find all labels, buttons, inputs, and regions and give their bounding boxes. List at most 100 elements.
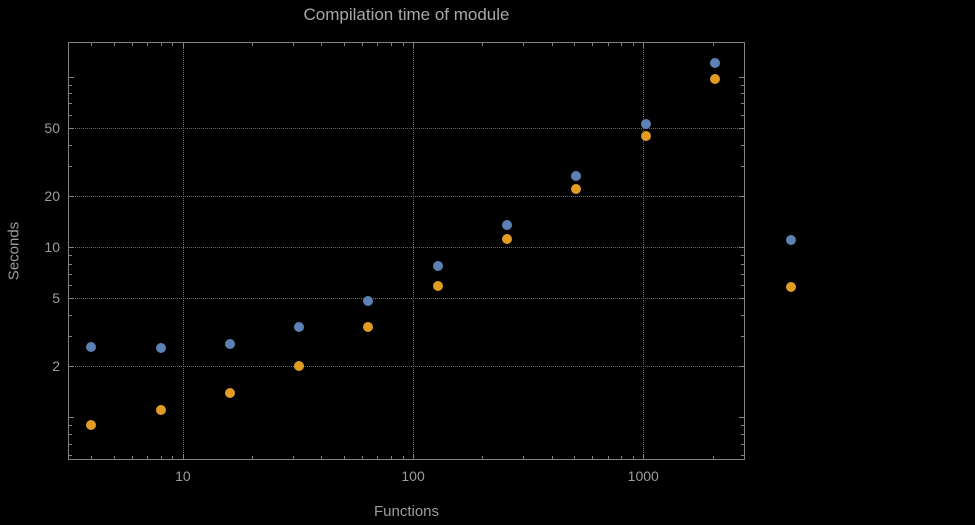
y-gridline [69, 247, 744, 249]
y-axis-tick [741, 93, 744, 95]
x-axis-tick [362, 43, 363, 46]
x-axis-tick [522, 43, 524, 46]
data-point-series-2 [709, 74, 720, 85]
data-point-series-1 [432, 260, 443, 271]
data-point-series-2 [571, 183, 582, 194]
y-axis-tick [741, 84, 744, 86]
data-point-series-2 [294, 361, 305, 372]
x-axis-tick [377, 456, 379, 459]
x-axis-tick [147, 456, 149, 459]
x-axis-tick [172, 456, 174, 459]
x-axis-tick [160, 456, 162, 459]
x-axis-tick [573, 43, 575, 46]
y-axis-tick [741, 455, 744, 457]
x-axis-tick [607, 43, 609, 46]
y-gridline [69, 366, 744, 368]
y-tick-label: 10 [44, 239, 60, 256]
x-axis-tick [91, 43, 93, 46]
y-axis-tick [69, 84, 72, 86]
data-point-series-1 [709, 58, 720, 69]
x-axis-tick [620, 456, 622, 459]
y-axis-tick [69, 366, 74, 368]
y-tick-label: 20 [44, 187, 60, 204]
data-point-series-1 [640, 118, 651, 129]
x-axis-tick [620, 43, 622, 46]
data-point-series-2 [502, 233, 513, 244]
y-axis-tick [741, 254, 744, 256]
y-axis-tick [69, 455, 72, 457]
x-axis-tick [573, 456, 575, 459]
data-point-series-1 [86, 341, 97, 352]
x-axis-tick [321, 43, 323, 46]
x-axis-tick [147, 43, 149, 46]
y-axis-tick [741, 114, 744, 116]
data-point-series-2 [155, 405, 166, 416]
y-axis-tick [741, 284, 744, 286]
x-axis-tick [91, 456, 93, 459]
x-axis-tick [551, 456, 553, 459]
y-axis-tick [739, 247, 744, 249]
y-axis-tick [69, 247, 74, 249]
x-axis-tick [113, 456, 115, 459]
y-axis-tick [741, 443, 744, 445]
x-axis-tick [252, 456, 254, 459]
x-axis-tick [362, 456, 363, 459]
x-axis-tick [632, 43, 634, 46]
y-axis-tick [69, 254, 72, 256]
x-axis-tick [182, 43, 184, 48]
y-axis-tick [69, 76, 74, 78]
y-axis-tick [741, 314, 744, 316]
y-axis-tick [69, 314, 72, 316]
y-axis-tick [69, 144, 72, 146]
x-axis-tick [712, 43, 714, 46]
data-point-series-1 [294, 321, 305, 332]
data-point-series-2 [224, 387, 235, 398]
y-axis-tick [739, 417, 744, 419]
y-axis-tick [739, 76, 744, 78]
y-axis-tick [69, 165, 72, 167]
y-gridline [69, 298, 744, 300]
y-axis-label: Seconds [5, 221, 23, 281]
x-axis-tick [643, 454, 645, 459]
x-axis-tick [592, 456, 594, 459]
y-axis-tick [741, 165, 744, 167]
y-axis-tick [739, 366, 744, 368]
x-axis-tick [292, 456, 294, 459]
plot-area: 10 100 1000 2 5 10 20 50 [44, 42, 745, 484]
x-axis-tick [643, 43, 645, 48]
y-axis-tick [69, 114, 72, 116]
y-axis-tick [741, 433, 744, 435]
y-gridline [69, 195, 744, 197]
x-axis-tick [592, 43, 594, 46]
x-axis-tick [413, 454, 415, 459]
y-axis-tick [741, 336, 744, 338]
x-axis-tick [413, 43, 415, 48]
x-axis-tick [377, 43, 379, 46]
y-axis-tick [741, 273, 744, 275]
chart-title: Compilation time of module [303, 5, 510, 24]
x-gridline [413, 43, 415, 459]
x-axis-tick [292, 43, 294, 46]
x-axis-tick [390, 456, 392, 459]
x-axis-tick [160, 43, 162, 46]
x-axis-tick [482, 43, 484, 46]
data-point-series-2 [432, 281, 443, 292]
x-axis-tick [343, 43, 345, 46]
y-axis-tick [741, 144, 744, 146]
y-axis-tick [739, 298, 744, 300]
x-tick-label: 10 [175, 468, 191, 484]
data-point-series-2 [363, 321, 374, 332]
y-axis-tick [69, 336, 72, 338]
y-axis-tick [69, 417, 74, 419]
x-axis-tick [182, 454, 184, 459]
x-axis-tick [402, 456, 404, 459]
x-gridline [643, 43, 645, 459]
legend-marker-series-1 [786, 235, 796, 245]
x-tick-label: 1000 [627, 468, 659, 484]
x-axis-tick [113, 43, 115, 46]
x-tick-label: 100 [401, 468, 425, 484]
x-axis-tick [343, 456, 345, 459]
y-axis-tick [739, 128, 744, 130]
x-axis-tick [321, 456, 323, 459]
data-point-series-2 [640, 130, 651, 141]
